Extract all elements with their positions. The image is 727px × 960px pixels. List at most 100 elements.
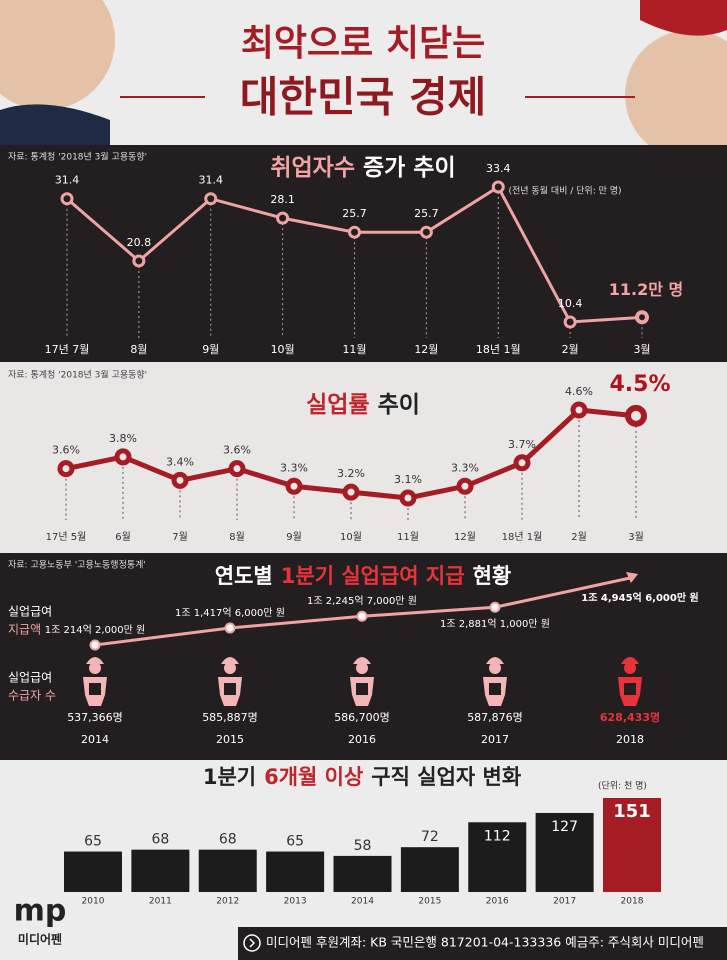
- value-label: 10.4: [558, 297, 583, 310]
- marker: [513, 454, 531, 472]
- marker: [399, 489, 417, 507]
- x-tick-label: 2016: [348, 733, 376, 746]
- value-label: 3.2%: [337, 467, 365, 480]
- x-tick-label: 18년 1월: [502, 531, 543, 543]
- marker: [489, 601, 501, 613]
- marker: [224, 622, 236, 634]
- bar: [64, 851, 122, 892]
- overalls: [224, 683, 236, 695]
- suit-left: [0, 104, 110, 145]
- marker: [171, 471, 189, 489]
- portrait-right: [625, 30, 727, 160]
- x-tick-label: 8월: [229, 531, 245, 543]
- row-label: 실업급여: [8, 605, 52, 619]
- overalls: [356, 683, 368, 695]
- person-icon: [218, 657, 242, 706]
- subtitle: (전년 동월 대비 / 단위: 만 명): [508, 185, 621, 197]
- chart-title: 1분기 6개월 이상 구직 실업자 변화: [203, 765, 522, 789]
- marker: [228, 460, 246, 478]
- marker: [356, 610, 368, 622]
- x-tick-label: 2015: [216, 733, 244, 746]
- person-icon: [483, 657, 507, 706]
- value-label: 28.1: [270, 193, 295, 206]
- bar: [400, 847, 459, 892]
- footer-icon: [243, 934, 261, 952]
- value-label: 127: [551, 819, 578, 835]
- x-tick-label: 18년 1월: [476, 343, 521, 356]
- person-icon: [83, 657, 107, 706]
- value-label: 3.4%: [166, 455, 194, 468]
- head: [489, 662, 501, 674]
- value-label: 25.7: [342, 207, 367, 220]
- title-part: 구직 실업자 변화: [371, 765, 522, 789]
- helmet: [221, 657, 239, 664]
- chart-title: 연도별 1분기 실업급여 지급 현황: [215, 564, 511, 588]
- overalls: [489, 683, 501, 695]
- marker: [114, 448, 132, 466]
- x-tick-label: 2017: [553, 897, 576, 907]
- x-tick-label: 2월: [562, 343, 579, 356]
- source: 자료: 통계청 '2018년 3월 고용동향': [8, 151, 147, 163]
- header-bg: [0, 0, 727, 145]
- marker: [456, 477, 474, 495]
- bar: [535, 812, 594, 892]
- x-tick-label: 17년 7월: [45, 343, 90, 356]
- marker: [342, 483, 360, 501]
- value-label: 1조 214억 2,000만 원: [45, 624, 145, 636]
- tie-right: [640, 0, 727, 36]
- subtitle: (단위: 천 명): [598, 781, 647, 792]
- value-label: 65: [286, 834, 304, 850]
- chart-title: 실업률 추이: [306, 392, 420, 418]
- highlight-label: 11.2만 명: [609, 280, 684, 299]
- header-title: 대한민국 경제: [240, 73, 486, 122]
- marker: [563, 315, 577, 329]
- title-part: 실업률: [306, 392, 369, 418]
- footer-icon: [249, 938, 256, 948]
- value-label: 1조 4,945억 6,000만 원: [581, 591, 698, 604]
- value-label: 68: [151, 832, 169, 848]
- marker: [348, 225, 361, 239]
- value-label: 58: [354, 838, 372, 854]
- footer-bg: [238, 927, 727, 960]
- brand: 미디어펜: [18, 932, 62, 947]
- x-tick-label: 6월: [115, 531, 131, 543]
- head: [624, 662, 636, 674]
- value-label: 1조 2,881억 1,000만 원: [440, 618, 550, 630]
- header-title: 최악으로 치닫는: [241, 23, 485, 64]
- person-icon: [618, 657, 642, 706]
- person-icon: [350, 657, 374, 706]
- x-tick-label: 17년 5월: [46, 531, 87, 543]
- x-tick-label: 2017: [481, 733, 509, 746]
- section-bg: [0, 553, 727, 760]
- marker: [204, 192, 218, 206]
- value-label: 31.4: [199, 174, 224, 187]
- x-tick-label: 2012: [216, 897, 239, 907]
- bar: [198, 849, 257, 892]
- value-label: 31.4: [55, 174, 80, 187]
- overalls: [89, 683, 101, 695]
- x-tick-label: 2월: [571, 531, 587, 543]
- x-tick-label: 2014: [81, 733, 109, 746]
- marker: [57, 460, 75, 478]
- marker: [635, 310, 649, 325]
- x-tick-label: 8월: [130, 343, 147, 356]
- overalls: [624, 683, 636, 695]
- x-tick-label: 2014: [351, 897, 374, 907]
- marker: [89, 639, 101, 651]
- x-tick-label: 2018: [616, 733, 644, 746]
- value-label: 151: [613, 801, 651, 822]
- portrait-left: [0, 0, 115, 110]
- title-part: 연도별: [215, 564, 273, 588]
- value-label: 587,876명: [467, 711, 523, 724]
- x-tick-label: 2018: [621, 897, 644, 907]
- value-label: 3.3%: [280, 461, 308, 474]
- value-label: 3.6%: [52, 444, 80, 457]
- x-tick-label: 2015: [418, 897, 441, 907]
- bar: [266, 851, 325, 892]
- value-label: 3.6%: [223, 444, 251, 457]
- marker: [419, 225, 433, 239]
- x-tick-label: 2010: [82, 897, 105, 907]
- row-label: 지급액: [8, 623, 41, 637]
- footer-account: 미디어펜 후원계좌: KB 국민은행 817201-04-133336 예금주:…: [266, 935, 704, 950]
